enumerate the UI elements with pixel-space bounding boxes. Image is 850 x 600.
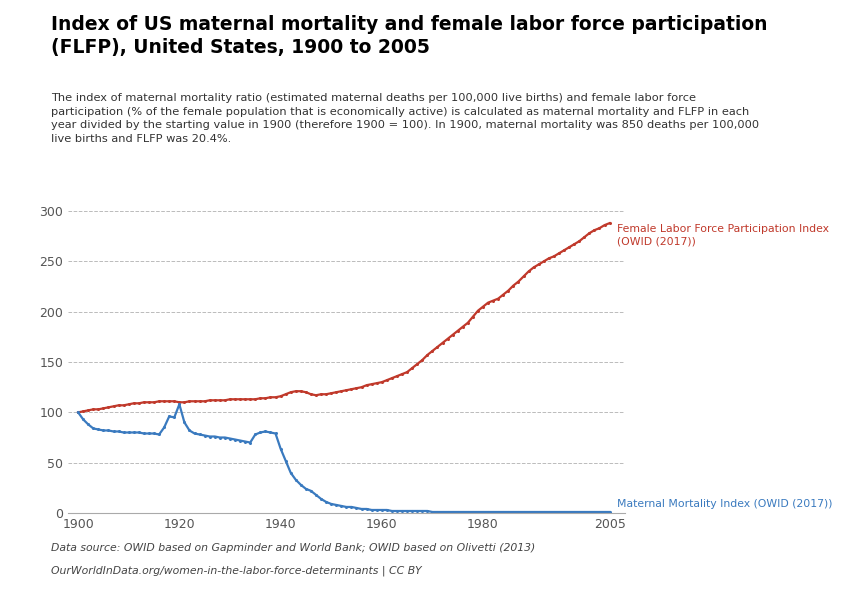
Text: Data source: OWID based on Gapminder and World Bank; OWID based on Olivetti (201: Data source: OWID based on Gapminder and… bbox=[51, 543, 536, 553]
Text: Index of US maternal mortality and female labor force participation
(FLFP), Unit: Index of US maternal mortality and femal… bbox=[51, 15, 768, 57]
Text: Our World: Our World bbox=[746, 22, 804, 31]
Text: OurWorldInData.org/women-in-the-labor-force-determinants | CC BY: OurWorldInData.org/women-in-the-labor-fo… bbox=[51, 565, 422, 576]
Text: Female Labor Force Participation Index
(OWID (2017)): Female Labor Force Participation Index (… bbox=[617, 224, 829, 246]
Text: The index of maternal mortality ratio (estimated maternal deaths per 100,000 liv: The index of maternal mortality ratio (e… bbox=[51, 93, 759, 144]
Text: in Data: in Data bbox=[755, 36, 796, 46]
Text: Maternal Mortality Index (OWID (2017)): Maternal Mortality Index (OWID (2017)) bbox=[617, 499, 833, 509]
